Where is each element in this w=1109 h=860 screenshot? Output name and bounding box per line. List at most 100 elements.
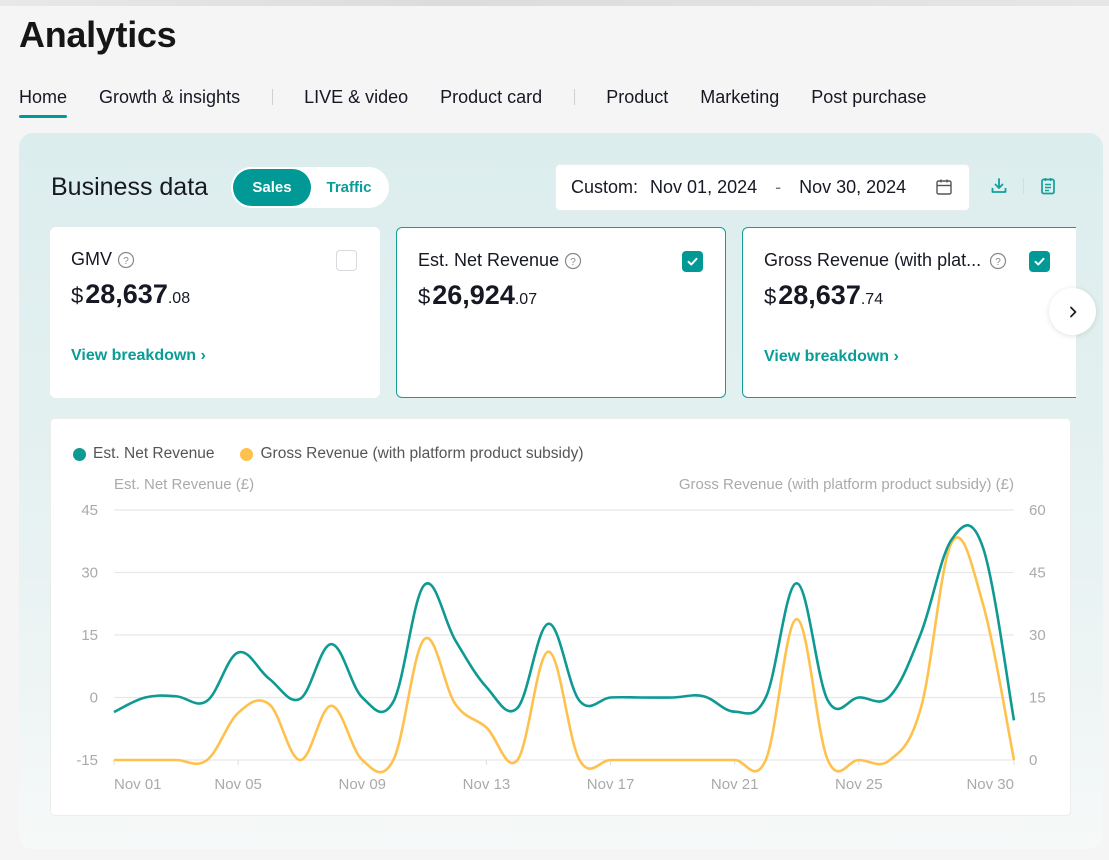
data-point-gross-revenue[interactable] (387, 754, 399, 766)
data-point-gross-revenue[interactable] (449, 698, 461, 710)
metric-checkbox[interactable] (682, 251, 703, 272)
metric-value: $28,637.74 (764, 280, 883, 311)
data-point-gross-revenue[interactable] (791, 613, 803, 625)
data-point-gross-revenue[interactable] (139, 754, 151, 766)
data-point-net-revenue[interactable] (946, 533, 958, 545)
data-point-net-revenue[interactable] (729, 706, 741, 718)
date-start: Nov 01, 2024 (650, 177, 758, 197)
data-point-gross-revenue[interactable] (418, 633, 430, 645)
data-point-net-revenue[interactable] (232, 647, 244, 659)
value-decimal: .07 (514, 291, 538, 308)
tab-post-purchase[interactable]: Post purchase (811, 86, 927, 107)
view-breakdown-link[interactable]: View breakdown › (764, 348, 899, 365)
toggle-sales[interactable]: Sales (233, 169, 311, 206)
data-point-gross-revenue[interactable] (511, 754, 523, 766)
tab-home[interactable]: Home (19, 86, 68, 118)
data-point-net-revenue[interactable] (418, 579, 430, 591)
data-point-gross-revenue[interactable] (232, 707, 244, 719)
data-point-gross-revenue[interactable] (698, 754, 710, 766)
help-icon[interactable]: ? (117, 251, 135, 269)
next-cards-button[interactable] (1049, 288, 1096, 335)
data-point-net-revenue[interactable] (139, 692, 151, 704)
data-point-gross-revenue[interactable] (170, 754, 182, 766)
data-point-gross-revenue[interactable] (1008, 754, 1020, 766)
data-point-net-revenue[interactable] (667, 692, 679, 704)
check-icon (1034, 257, 1045, 266)
y-right-axis-title: Gross Revenue (with platform product sub… (679, 476, 1014, 493)
tab-live-video[interactable]: LIVE & video (304, 86, 409, 107)
data-point-gross-revenue[interactable] (760, 754, 772, 766)
metric-value: $26,924.07 (418, 280, 537, 311)
date-range-picker[interactable]: Custom: Nov 01, 2024 - Nov 30, 2024 (555, 164, 970, 211)
data-point-net-revenue[interactable] (977, 542, 989, 554)
currency-symbol: $ (418, 284, 431, 309)
data-point-gross-revenue[interactable] (853, 754, 865, 766)
metric-value: $28,637.08 (71, 279, 190, 310)
data-point-net-revenue[interactable] (574, 695, 586, 707)
x-tick-label: Nov 13 (463, 776, 511, 793)
tab-product[interactable]: Product (606, 86, 669, 107)
y-right-tick-label: 30 (1029, 627, 1046, 644)
data-point-gross-revenue[interactable] (108, 754, 120, 766)
data-point-net-revenue[interactable] (884, 690, 896, 702)
data-point-net-revenue[interactable] (294, 693, 306, 705)
metric-checkbox[interactable] (1029, 251, 1050, 272)
data-point-net-revenue[interactable] (480, 681, 492, 693)
data-point-gross-revenue[interactable] (325, 700, 337, 712)
data-point-gross-revenue[interactable] (356, 754, 368, 766)
data-point-gross-revenue[interactable] (605, 754, 617, 766)
data-point-net-revenue[interactable] (605, 692, 617, 704)
data-point-net-revenue[interactable] (387, 696, 399, 708)
legend-item-net-revenue[interactable]: Est. Net Revenue (73, 445, 214, 463)
data-point-gross-revenue[interactable] (480, 722, 492, 734)
data-point-gross-revenue[interactable] (636, 754, 648, 766)
data-point-net-revenue[interactable] (449, 634, 461, 646)
data-point-gross-revenue[interactable] (263, 698, 275, 710)
data-point-net-revenue[interactable] (791, 577, 803, 589)
report-icon[interactable] (1038, 176, 1058, 196)
tab-marketing[interactable]: Marketing (700, 86, 780, 107)
data-point-gross-revenue[interactable] (977, 598, 989, 610)
data-point-gross-revenue[interactable] (729, 754, 741, 766)
data-point-net-revenue[interactable] (1008, 714, 1020, 726)
svg-text:?: ? (995, 256, 1001, 267)
data-point-gross-revenue[interactable] (542, 646, 554, 658)
tab-growth-insights[interactable]: Growth & insights (99, 86, 241, 107)
data-point-gross-revenue[interactable] (667, 754, 679, 766)
toggle-traffic[interactable]: Traffic (326, 179, 372, 196)
data-point-gross-revenue[interactable] (915, 702, 927, 714)
data-point-gross-revenue[interactable] (884, 754, 896, 766)
download-icon[interactable] (989, 176, 1009, 196)
data-point-net-revenue[interactable] (263, 673, 275, 685)
view-breakdown-link[interactable]: View breakdown › (71, 347, 206, 364)
help-icon[interactable]: ? (564, 252, 582, 270)
metric-card-gmv[interactable]: GMV ? $28,637.08 View breakdown › (50, 227, 380, 398)
metric-card-net-revenue[interactable]: Est. Net Revenue ? $26,924.07 (396, 227, 726, 398)
metric-checkbox[interactable] (336, 250, 357, 271)
data-point-gross-revenue[interactable] (201, 754, 213, 766)
data-point-gross-revenue[interactable] (574, 754, 586, 766)
data-point-gross-revenue[interactable] (294, 754, 306, 766)
metric-card-gross-revenue[interactable]: Gross Revenue (with plat... ? $28,637.74… (742, 227, 1076, 398)
data-point-net-revenue[interactable] (325, 638, 337, 650)
data-point-net-revenue[interactable] (822, 694, 834, 706)
data-point-net-revenue[interactable] (760, 692, 772, 704)
data-point-net-revenue[interactable] (108, 706, 120, 718)
data-point-gross-revenue[interactable] (822, 754, 834, 766)
data-point-net-revenue[interactable] (915, 627, 927, 639)
data-point-net-revenue[interactable] (853, 692, 865, 704)
legend-dot-gross-revenue (240, 447, 254, 461)
data-point-net-revenue[interactable] (356, 692, 368, 704)
data-point-net-revenue[interactable] (511, 702, 523, 714)
help-icon[interactable]: ? (989, 252, 1007, 270)
data-point-net-revenue[interactable] (170, 690, 182, 702)
tab-product-card[interactable]: Product card (440, 86, 543, 107)
legend-item-gross-revenue[interactable]: Gross Revenue (with platform product sub… (240, 445, 584, 463)
data-point-net-revenue[interactable] (636, 692, 648, 704)
data-point-net-revenue[interactable] (542, 618, 554, 630)
y-left-tick-label: 30 (81, 565, 98, 582)
date-end: Nov 30, 2024 (799, 177, 907, 197)
currency-symbol: $ (71, 283, 84, 308)
data-point-net-revenue[interactable] (698, 690, 710, 702)
data-point-net-revenue[interactable] (201, 695, 213, 707)
